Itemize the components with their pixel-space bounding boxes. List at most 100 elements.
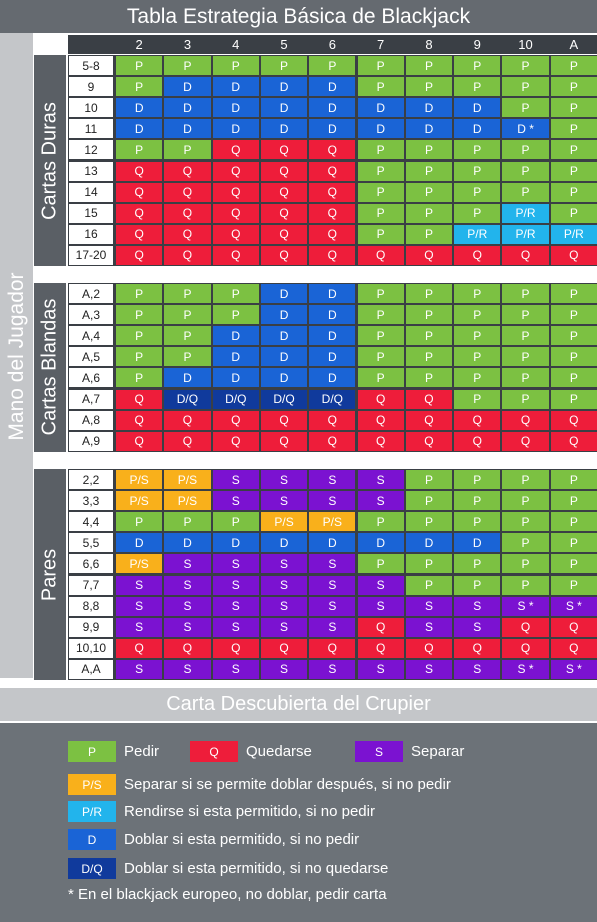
strategy-cell: P bbox=[116, 326, 163, 346]
strategy-cell: Q bbox=[116, 389, 163, 409]
strategy-cell: P bbox=[116, 347, 163, 367]
strategy-cell: P bbox=[260, 56, 308, 76]
strategy-cell: Q bbox=[454, 245, 501, 265]
strategy-cell: Q bbox=[260, 431, 308, 451]
strategy-cell: D bbox=[357, 533, 404, 553]
strategy-cell: Q bbox=[309, 161, 356, 181]
strategy-cell: P bbox=[550, 56, 597, 76]
strategy-cell: P/S bbox=[164, 491, 211, 511]
strategy-cell: Q bbox=[309, 140, 356, 160]
strategy-cell: P bbox=[502, 368, 549, 388]
strategy-cell: S bbox=[212, 491, 259, 511]
strategy-cell: S bbox=[260, 596, 308, 616]
strategy-cell: P bbox=[454, 305, 501, 325]
strategy-cell: P bbox=[550, 389, 597, 409]
strategy-cell: S * bbox=[550, 596, 597, 616]
strategy-cell: S bbox=[309, 470, 356, 490]
strategy-cell: P bbox=[405, 182, 453, 202]
strategy-cell: Q bbox=[550, 245, 597, 265]
player-hand-label: 2,2 bbox=[69, 470, 113, 490]
strategy-cell: Q bbox=[164, 245, 211, 265]
strategy-cell: Q bbox=[502, 638, 549, 658]
section-label: Cartas Blandas bbox=[34, 283, 66, 452]
strategy-cell: S bbox=[164, 596, 211, 616]
strategy-cell: P bbox=[454, 554, 501, 574]
strategy-cell: D bbox=[212, 368, 259, 388]
strategy-cell: D bbox=[260, 77, 308, 97]
strategy-cell: Q bbox=[260, 410, 308, 430]
strategy-cell: D bbox=[116, 98, 163, 118]
strategy-cell: P bbox=[550, 203, 597, 223]
strategy-cell: S bbox=[260, 554, 308, 574]
strategy-cell: S bbox=[357, 659, 404, 679]
strategy-cell: S bbox=[309, 617, 356, 637]
strategy-cell: P bbox=[357, 326, 404, 346]
player-hand-label: 10,10 bbox=[69, 638, 113, 658]
strategy-cell: P bbox=[550, 182, 597, 202]
strategy-cell: S bbox=[116, 575, 163, 595]
strategy-cell: S bbox=[309, 491, 356, 511]
player-hand-axis: Mano del Jugador bbox=[0, 33, 33, 678]
strategy-cell: P/R bbox=[454, 224, 501, 244]
strategy-cell: P bbox=[550, 533, 597, 553]
strategy-cell: P bbox=[405, 203, 453, 223]
strategy-cell: P bbox=[405, 77, 453, 97]
dealer-card-axis-label: Carta Descubierta del Crupier bbox=[0, 688, 597, 721]
strategy-cell: S bbox=[309, 659, 356, 679]
player-hand-label: A,4 bbox=[69, 326, 113, 346]
strategy-cell: Q bbox=[260, 140, 308, 160]
strategy-cell: Q bbox=[116, 203, 163, 223]
strategy-cell: S bbox=[260, 491, 308, 511]
strategy-cell: P bbox=[454, 575, 501, 595]
strategy-cell: P bbox=[454, 161, 501, 181]
strategy-cell: P bbox=[502, 284, 549, 304]
strategy-cell: P bbox=[454, 389, 501, 409]
strategy-cell: P bbox=[454, 470, 501, 490]
player-hand-label: A,A bbox=[69, 659, 113, 679]
strategy-cell: D bbox=[260, 98, 308, 118]
player-hand-axis-label: Mano del Jugador bbox=[5, 272, 28, 441]
strategy-cell: D bbox=[116, 119, 163, 139]
player-hand-label: 4,4 bbox=[69, 512, 113, 532]
strategy-cell: Q bbox=[550, 617, 597, 637]
player-hand-label: 11 bbox=[69, 119, 113, 139]
player-hand-label: 9 bbox=[69, 77, 113, 97]
strategy-cell: Q bbox=[212, 638, 259, 658]
strategy-cell: Q bbox=[116, 638, 163, 658]
strategy-cell: Q bbox=[309, 182, 356, 202]
strategy-cell: P bbox=[357, 368, 404, 388]
strategy-cell: P bbox=[164, 284, 211, 304]
strategy-cell: P/S bbox=[164, 470, 211, 490]
strategy-cell: Q bbox=[309, 638, 356, 658]
dealer-card-header: 2 bbox=[116, 35, 163, 54]
strategy-cell: Q bbox=[309, 245, 356, 265]
strategy-cell: Q bbox=[212, 245, 259, 265]
strategy-cell: P bbox=[454, 56, 501, 76]
strategy-cell: P bbox=[116, 368, 163, 388]
strategy-cell: P bbox=[116, 140, 163, 160]
player-hand-label: 14 bbox=[69, 182, 113, 202]
player-hand-label: A,7 bbox=[69, 389, 113, 409]
strategy-cell: P bbox=[164, 140, 211, 160]
strategy-cell: Q bbox=[405, 389, 453, 409]
dealer-card-header: 10 bbox=[502, 35, 549, 54]
section-label: Pares bbox=[34, 469, 66, 680]
legend-label: Separar bbox=[411, 743, 465, 760]
strategy-cell: P bbox=[454, 368, 501, 388]
strategy-cell: Q bbox=[405, 431, 453, 451]
strategy-cell: P bbox=[502, 554, 549, 574]
strategy-cell: P/R bbox=[502, 224, 549, 244]
strategy-cell: D bbox=[309, 98, 356, 118]
legend: P Pedir Q Quedarse S Separar P/S Separar si se … bbox=[0, 723, 597, 922]
strategy-cell: P bbox=[405, 326, 453, 346]
strategy-cell: S bbox=[164, 617, 211, 637]
legend-label: Quedarse bbox=[246, 743, 312, 760]
strategy-cell: S bbox=[212, 617, 259, 637]
player-hand-label: 16 bbox=[69, 224, 113, 244]
strategy-cell: S bbox=[309, 575, 356, 595]
strategy-cell: P bbox=[454, 326, 501, 346]
strategy-cell: D bbox=[260, 347, 308, 367]
strategy-cell: P bbox=[454, 140, 501, 160]
strategy-cell: D/Q bbox=[309, 389, 356, 409]
section-label-text: Cartas Blandas bbox=[38, 299, 61, 436]
